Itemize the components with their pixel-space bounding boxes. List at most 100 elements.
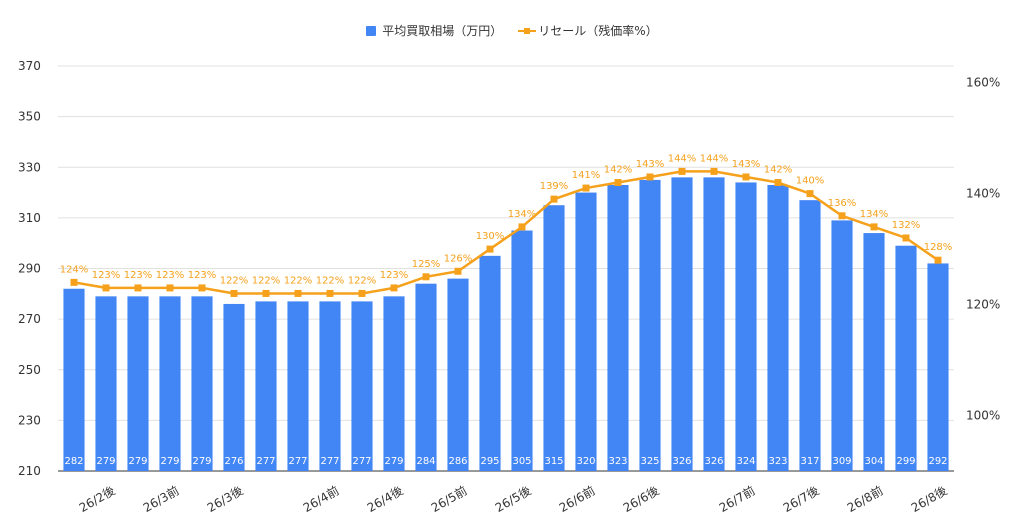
bar-value-label: 295	[480, 456, 499, 467]
bar	[735, 182, 757, 471]
line-point	[294, 289, 302, 297]
bar	[767, 184, 789, 471]
bar	[479, 255, 501, 471]
line-point	[230, 289, 238, 297]
line-point	[710, 167, 718, 175]
line-point	[582, 184, 590, 192]
bar-value-label: 286	[448, 456, 467, 467]
y-left-tick-label: 310	[18, 211, 41, 225]
bar-value-label: 277	[288, 456, 307, 467]
y-left-tick-label: 370	[18, 59, 41, 73]
bar	[927, 263, 949, 471]
line-point	[518, 223, 526, 231]
x-tick-label: 26/6前	[556, 483, 597, 515]
line-point	[550, 195, 558, 203]
bar	[287, 301, 309, 471]
legend: 平均買取相場（万円） リセール（残価率%）	[0, 22, 1024, 39]
x-tick-label: 26/8後	[909, 483, 950, 515]
line-value-label: 123%	[188, 270, 217, 281]
line-point	[678, 167, 686, 175]
bar	[255, 301, 277, 471]
bar	[159, 296, 181, 471]
bar-value-label: 284	[416, 456, 435, 467]
line-value-label: 122%	[284, 275, 313, 286]
line-value-label: 123%	[92, 270, 121, 281]
bar-value-label: 323	[608, 456, 627, 467]
bar	[447, 278, 469, 471]
line-point	[486, 245, 494, 253]
line-point	[806, 190, 814, 198]
bar-value-label: 315	[544, 456, 563, 467]
y-left-tick-label: 210	[18, 464, 41, 478]
x-tick-label: 26/7後	[781, 483, 822, 515]
y-left-tick-label: 250	[18, 363, 41, 377]
line-value-label: 122%	[220, 275, 249, 286]
legend-label-bar: 平均買取相場（万円）	[382, 24, 503, 38]
bar	[543, 205, 565, 471]
bar-value-label: 277	[256, 456, 275, 467]
legend-item-line: リセール（残価率%）	[518, 22, 658, 39]
x-tick-label: 26/4前	[300, 483, 341, 515]
x-tick-label: 26/3後	[205, 483, 246, 515]
line-value-label: 124%	[60, 264, 89, 275]
line-point	[358, 289, 366, 297]
bar-value-label: 320	[576, 456, 595, 467]
y-right-tick-label: 140%	[966, 187, 1000, 201]
bar-value-label: 279	[160, 456, 179, 467]
line-value-label: 140%	[796, 176, 825, 187]
line-point	[870, 223, 878, 231]
line-value-label: 125%	[412, 259, 441, 270]
line-value-label: 134%	[508, 209, 537, 220]
y-left-tick-label: 230	[18, 413, 41, 427]
line-value-label: 141%	[572, 170, 601, 181]
bar	[639, 179, 661, 471]
bar-value-label: 279	[96, 456, 115, 467]
bar	[223, 303, 245, 471]
y-left-tick-label: 270	[18, 312, 41, 326]
y-right-tick-label: 120%	[966, 298, 1000, 312]
line-point	[390, 284, 398, 292]
bar-value-label: 326	[672, 456, 691, 467]
bar	[703, 177, 725, 471]
line-value-label: 143%	[636, 159, 665, 170]
bar	[383, 296, 405, 471]
bar-value-label: 279	[384, 456, 403, 467]
bar	[415, 283, 437, 471]
x-tick-label: 26/6後	[621, 483, 662, 515]
x-tick-label: 26/5前	[428, 483, 469, 515]
bar	[95, 296, 117, 471]
bar-value-label: 326	[704, 456, 723, 467]
line-value-label: 144%	[668, 153, 697, 164]
bar-value-label: 276	[224, 456, 243, 467]
resale-line	[73, 170, 939, 295]
legend-swatch-line	[518, 26, 537, 36]
line-value-label: 123%	[380, 270, 409, 281]
line-point	[422, 273, 430, 281]
x-tick-label: 26/2後	[77, 483, 118, 515]
line-value-label: 144%	[700, 153, 729, 164]
bar	[863, 233, 885, 471]
bar-value-label: 309	[832, 456, 851, 467]
bar-value-label: 305	[512, 456, 531, 467]
bar-value-label: 277	[352, 456, 371, 467]
line-value-label: 134%	[860, 209, 889, 220]
line-value-label: 128%	[924, 242, 953, 253]
bar-value-label: 277	[320, 456, 339, 467]
legend-swatch-bar	[366, 25, 377, 36]
bar	[319, 301, 341, 471]
line-point	[742, 173, 750, 181]
y-right-tick-label: 160%	[966, 76, 1000, 90]
line-value-label: 123%	[124, 270, 153, 281]
line-point	[454, 267, 462, 275]
line-point	[262, 289, 270, 297]
bar	[575, 192, 597, 471]
line-point	[326, 289, 334, 297]
line-value-label: 126%	[444, 253, 473, 264]
x-tick-label: 26/3前	[140, 483, 181, 515]
x-tick-label: 26/4後	[365, 483, 406, 515]
bar-value-label: 325	[640, 456, 659, 467]
y-left-tick-label: 290	[18, 262, 41, 276]
bar-value-label: 299	[896, 456, 915, 467]
bar	[607, 184, 629, 471]
